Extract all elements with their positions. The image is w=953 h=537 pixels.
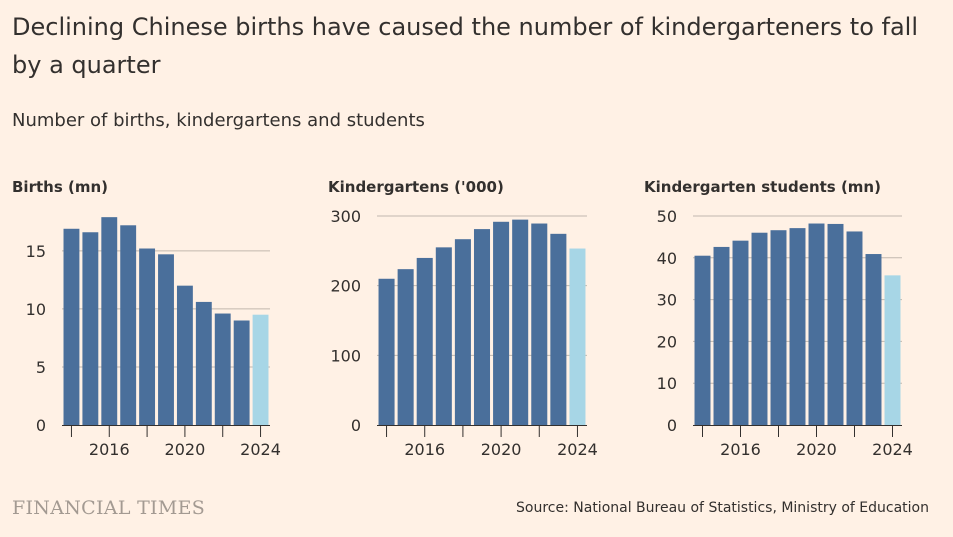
panel-title-kindergartens: Kindergartens ('000) — [328, 178, 504, 196]
bar-2021 — [195, 301, 212, 425]
bar-2019 — [473, 229, 491, 425]
y-tick-label: 30 — [657, 291, 677, 310]
bar-2015 — [397, 269, 414, 425]
y-tick-label: 50 — [657, 207, 677, 226]
x-tick-label: 2016 — [89, 440, 130, 459]
bar-2017 — [751, 232, 768, 425]
y-tick-label: 10 — [657, 374, 677, 393]
bar-2015 — [713, 246, 730, 425]
y-tick-label: 5 — [36, 358, 46, 377]
y-tick-label: 100 — [330, 346, 361, 365]
panel-title-births: Births (mn) — [12, 178, 108, 196]
bar-2017 — [120, 225, 137, 425]
bar-2022 — [531, 223, 548, 425]
bar-2016 — [416, 257, 433, 425]
bar-2024 — [252, 314, 269, 425]
bar-2019 — [789, 228, 806, 425]
bar-2024 — [569, 248, 586, 425]
bar-2018 — [770, 230, 787, 425]
bar-2020 — [808, 223, 825, 425]
x-tick-label: 2024 — [557, 440, 598, 459]
y-tick-label: 300 — [330, 207, 361, 226]
bar-2022 — [214, 313, 231, 425]
bar-2023 — [233, 320, 250, 425]
x-tick-label: 2020 — [481, 440, 522, 459]
bar-2021 — [827, 223, 844, 425]
y-tick-label: 0 — [36, 416, 46, 435]
y-tick-label: 200 — [330, 277, 361, 296]
y-tick-label: 0 — [667, 416, 677, 435]
bar-2016 — [732, 240, 749, 425]
bar-2020 — [176, 285, 193, 425]
bar-2022 — [846, 231, 863, 425]
bar-2018 — [454, 239, 471, 425]
bar-2014 — [63, 228, 80, 425]
bar-2014 — [694, 255, 711, 425]
x-tick-label: 2024 — [240, 440, 281, 459]
bar-2021 — [512, 219, 529, 425]
panel-births: 0 5 10 15 2016 2020 2024 — [26, 217, 281, 459]
panel-title-students: Kindergarten students (mn) — [644, 178, 881, 196]
bar-2015 — [82, 232, 99, 425]
y-tick-label: 40 — [657, 249, 677, 268]
ft-logo: FINANCIAL TIMES — [12, 497, 206, 519]
y-tick-label: 0 — [351, 416, 361, 435]
panel-kindergartens: 0 100 200 300 2016 2020 2024 — [330, 207, 597, 459]
y-tick-label: 15 — [26, 242, 46, 261]
bar-2023 — [550, 233, 567, 425]
bar-2020 — [493, 221, 510, 425]
y-tick-label: 10 — [26, 300, 46, 319]
x-tick-label: 2020 — [165, 440, 206, 459]
panel-students: 0 10 20 30 40 50 2016 2020 2024 — [657, 207, 913, 459]
bar-2014 — [378, 278, 395, 425]
x-tick-label: 2024 — [872, 440, 913, 459]
x-tick-label: 2016 — [720, 440, 761, 459]
x-tick-label: 2016 — [404, 440, 445, 459]
bar-2016 — [101, 217, 118, 425]
chart-subtitle: Number of births, kindergartens and stud… — [12, 110, 425, 131]
bar-2023 — [865, 254, 882, 425]
source-note: Source: National Bureau of Statistics, M… — [516, 500, 929, 516]
bar-2024 — [884, 275, 901, 425]
chart-title: Declining Chinese births have caused the… — [12, 13, 918, 79]
y-tick-label: 20 — [657, 332, 677, 351]
x-tick-label: 2020 — [796, 440, 837, 459]
bar-2017 — [435, 247, 452, 425]
bar-2018 — [139, 248, 156, 425]
bar-2019 — [158, 254, 174, 425]
